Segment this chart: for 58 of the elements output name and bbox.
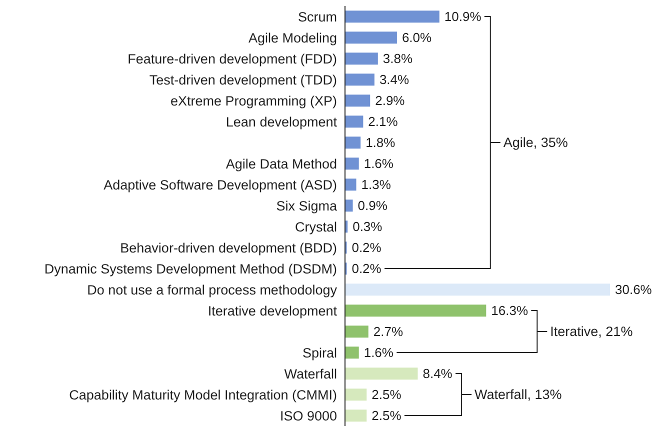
bar — [345, 52, 378, 65]
y-tick-label: Agile Modeling — [248, 30, 337, 46]
data-label: 1.3% — [361, 177, 392, 192]
y-tick-label: Six Sigma — [276, 198, 338, 214]
y-tick-label: Crystal — [294, 219, 337, 234]
y-tick-label: Feature-driven development (FDD) — [128, 51, 337, 66]
bar — [345, 178, 356, 191]
annotation: Agile, 35% — [503, 135, 568, 150]
bar — [345, 304, 486, 317]
y-tick-label: Scrum — [298, 9, 337, 24]
y-tick-label: Lean development — [226, 114, 338, 130]
bar — [345, 74, 374, 86]
y-tick-label: Behavior-driven development (BDD) — [120, 240, 337, 256]
data-label: 30.6% — [615, 282, 652, 298]
data-label: 2.5% — [372, 408, 402, 424]
data-label: 3.8% — [382, 51, 413, 66]
bar — [345, 388, 367, 401]
bar — [345, 284, 610, 296]
bar — [345, 410, 367, 422]
data-label: 1.8% — [366, 135, 396, 150]
bar — [345, 32, 397, 44]
data-label: 0.9% — [358, 198, 388, 214]
bar — [345, 136, 361, 149]
data-label: 1.6% — [364, 345, 394, 360]
y-tick-label: Waterfall — [284, 366, 337, 382]
bar — [345, 346, 359, 359]
y-tick-label: ISO 9000 — [280, 408, 337, 424]
y-tick-label: Capability Maturity Model Integration (CMMI) — [69, 387, 337, 402]
bar — [345, 200, 353, 212]
data-label: 10.9% — [444, 9, 482, 24]
annotation: Waterfall, 13% — [474, 387, 562, 402]
data-label: 16.3% — [491, 303, 528, 318]
data-label: 2.7% — [373, 324, 404, 340]
data-label: 2.1% — [368, 114, 398, 130]
data-label: 1.6% — [364, 156, 394, 172]
data-label: 0.2% — [352, 240, 382, 256]
data-label: 0.3% — [352, 219, 383, 234]
y-tick-label: eXtreme Programming (XP) — [170, 93, 337, 108]
y-tick-label: Agile Data Method — [226, 156, 337, 172]
bar — [345, 94, 370, 107]
data-label: 3.4% — [379, 72, 410, 88]
data-label: 2.9% — [375, 93, 406, 108]
data-label: 0.2% — [352, 261, 382, 276]
bar — [345, 10, 440, 23]
y-tick-label: Do not use a formal process methodology — [87, 282, 338, 298]
y-tick-label: Adaptive Software Development (ASD) — [104, 177, 337, 192]
data-label: 8.4% — [422, 366, 453, 382]
annotation: Iterative, 21% — [550, 324, 633, 339]
y-tick-label: Spiral — [302, 345, 337, 360]
bar — [345, 368, 418, 380]
bar — [345, 158, 359, 170]
data-label: 2.5% — [372, 387, 402, 402]
y-tick-label: Test-driven development (TDD) — [149, 72, 337, 88]
bar — [345, 326, 368, 338]
y-tick-label: Iterative development — [208, 303, 338, 318]
data-label: 6.0% — [402, 30, 432, 46]
y-tick-label: Dynamic Systems Development Method (DSDM) — [44, 261, 337, 276]
bar — [345, 116, 364, 128]
